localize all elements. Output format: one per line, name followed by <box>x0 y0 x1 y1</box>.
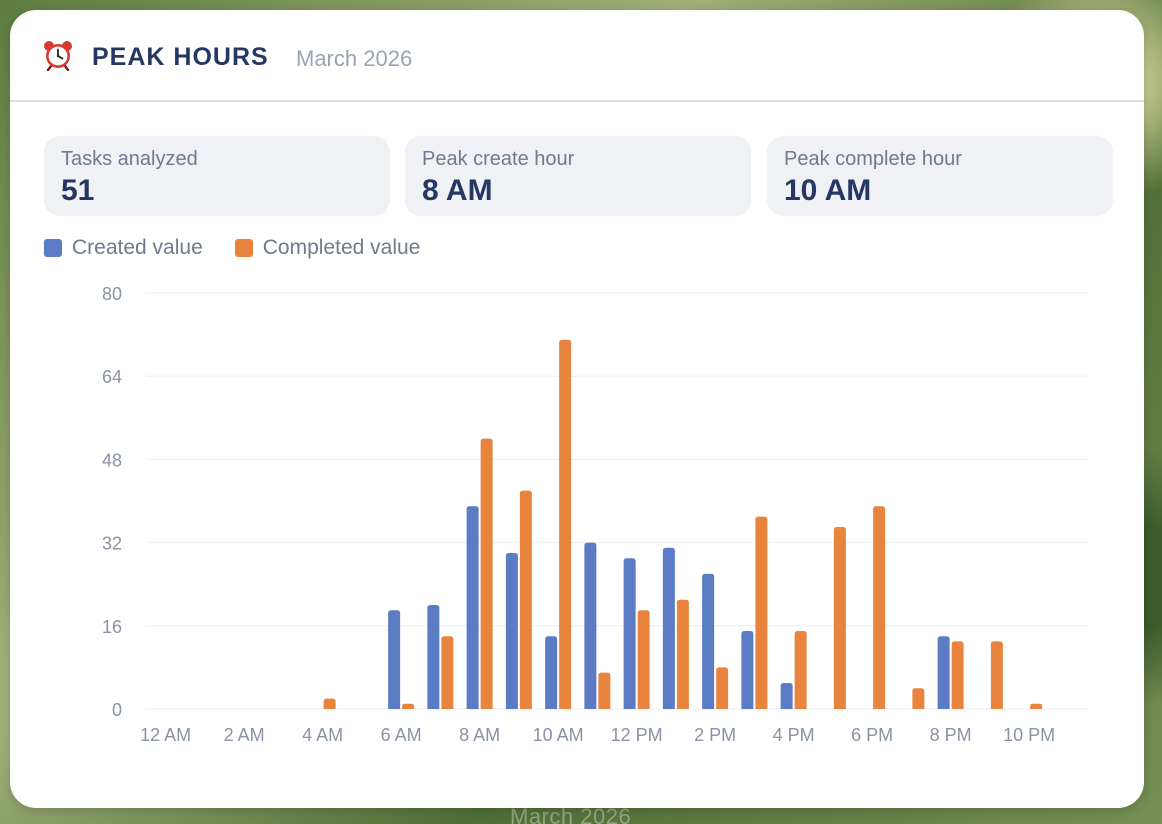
stat-label: Peak complete hour <box>784 148 962 170</box>
bar-completed-9-pm[interactable] <box>990 641 1003 709</box>
bar-created-11-am[interactable] <box>584 542 597 709</box>
bar-completed-2-pm[interactable] <box>716 667 729 709</box>
chart-legend: Created value Completed value <box>44 236 452 260</box>
background-watermark-text: March 2026 <box>510 804 632 824</box>
stat-value: 8 AM <box>422 174 493 207</box>
x-tick-label: 4 AM <box>302 725 343 745</box>
y-tick-label: 16 <box>102 617 122 637</box>
bar-completed-6-pm[interactable] <box>873 506 886 709</box>
y-tick-label: 64 <box>102 367 122 387</box>
bar-completed-10-pm[interactable] <box>1030 703 1043 709</box>
y-tick-label: 80 <box>102 284 122 304</box>
x-tick-label: 4 PM <box>773 725 815 745</box>
bar-completed-12-pm[interactable] <box>637 610 650 709</box>
peak-hours-bar-chart: 0 16 32 48 64 80 12 AM 2 AM 4 AM 6 AM 8 AM 10 AM 12 … <box>102 284 1088 745</box>
x-tick-label: 8 AM <box>459 725 500 745</box>
legend-swatch-created <box>44 239 62 257</box>
stat-value: 51 <box>61 174 95 207</box>
bar-completed-9-am[interactable] <box>519 490 532 709</box>
bar-completed-4-am[interactable] <box>323 698 336 709</box>
legend-swatch-completed <box>234 239 253 257</box>
bar-completed-7-pm[interactable] <box>912 688 925 709</box>
bar-created-6-am[interactable] <box>388 610 401 709</box>
bar-completed-4-pm[interactable] <box>794 631 807 709</box>
bar-completed-11-am[interactable] <box>598 672 611 709</box>
x-tick-label: 2 AM <box>224 725 265 745</box>
bar-created-10-am[interactable] <box>545 636 558 709</box>
bar-created-8-pm[interactable] <box>937 636 950 709</box>
stat-label: Peak create hour <box>422 148 575 170</box>
bar-completed-8-pm[interactable] <box>951 641 964 709</box>
bar-completed-6-am[interactable] <box>402 703 415 709</box>
x-tick-label: 8 PM <box>930 725 972 745</box>
x-tick-label: 2 PM <box>694 725 736 745</box>
bar-created-7-am[interactable] <box>427 605 440 709</box>
bar-completed-8-am[interactable] <box>480 438 493 709</box>
legend-item-created[interactable]: Created value <box>44 236 203 260</box>
bar-created-3-pm[interactable] <box>741 631 754 709</box>
y-tick-label: 32 <box>102 534 122 554</box>
x-tick-label: 6 AM <box>381 725 422 745</box>
stat-value: 10 AM <box>784 174 872 207</box>
widget-header: PEAK HOURS March 2026 <box>10 10 1144 102</box>
bar-created-8-am[interactable] <box>466 506 479 709</box>
widget-subtitle: March 2026 <box>296 46 413 71</box>
bar-created-12-pm[interactable] <box>623 558 636 709</box>
bar-created-1-pm[interactable] <box>662 547 675 709</box>
bar-completed-5-pm[interactable] <box>833 527 846 709</box>
bar-completed-3-pm[interactable] <box>755 516 768 709</box>
x-tick-label: 12 AM <box>140 725 191 745</box>
y-tick-label: 0 <box>112 700 122 720</box>
x-tick-label: 12 PM <box>611 725 663 745</box>
legend-label-completed: Completed value <box>262 236 421 259</box>
bar-completed-1-pm[interactable] <box>676 599 689 709</box>
bar-completed-10-am[interactable] <box>559 339 572 709</box>
x-tick-label: 10 AM <box>533 725 584 745</box>
widget-title: PEAK HOURS <box>92 43 269 71</box>
bar-created-4-pm[interactable] <box>780 683 793 709</box>
stat-peak-create-hour: Peak create hour 8 AM <box>405 136 751 216</box>
bar-created-2-pm[interactable] <box>702 573 715 709</box>
stat-label: Tasks analyzed <box>61 148 198 170</box>
x-tick-label: 10 PM <box>1003 725 1055 745</box>
bar-created-9-am[interactable] <box>505 553 518 709</box>
y-tick-label: 48 <box>102 450 122 470</box>
legend-label-created: Created value <box>72 236 203 259</box>
bar-completed-7-am[interactable] <box>441 636 454 709</box>
stat-tasks-analyzed: Tasks analyzed 51 <box>44 136 390 216</box>
x-tick-label: 6 PM <box>851 725 893 745</box>
stat-peak-complete-hour: Peak complete hour 10 AM <box>767 136 1113 216</box>
alarm-clock-icon <box>44 41 72 71</box>
legend-item-completed[interactable]: Completed value <box>234 236 421 260</box>
peak-hours-widget: PEAK HOURS March 2026 Tasks analyzed 51 … <box>10 10 1144 808</box>
